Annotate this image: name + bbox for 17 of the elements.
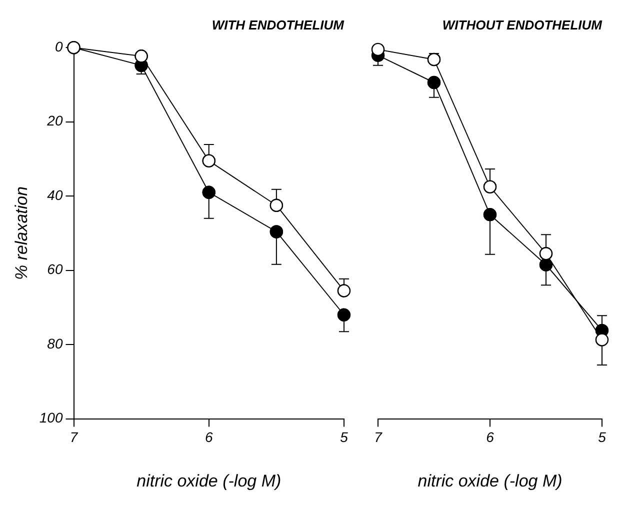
x-tick-label: 5 [598, 429, 606, 446]
chart-title: WITHOUT ENDOTHELIUM [442, 17, 604, 32]
x-axis-title: nitric oxide (-log M) [136, 472, 282, 491]
y-tick-label: 20 [46, 112, 63, 129]
y-axis-title: % relaxation [12, 186, 31, 280]
y-tick-label: 40 [47, 186, 63, 203]
x-axis-title: nitric oxide (-log M) [418, 472, 562, 491]
x-tick-label: 6 [486, 429, 494, 446]
x-tick-label: 5 [340, 429, 348, 446]
chart-title: WITH ENDOTHELIUM [212, 17, 346, 32]
x-tick-label: 6 [204, 429, 213, 446]
y-tick-label: 100 [39, 410, 63, 426]
y-tick-label: 0 [54, 38, 63, 54]
y-tick-label: 60 [47, 261, 63, 278]
y-tick-label: 80 [47, 335, 63, 352]
x-tick-label: 7 [70, 429, 79, 446]
x-tick-label: 7 [374, 429, 384, 446]
